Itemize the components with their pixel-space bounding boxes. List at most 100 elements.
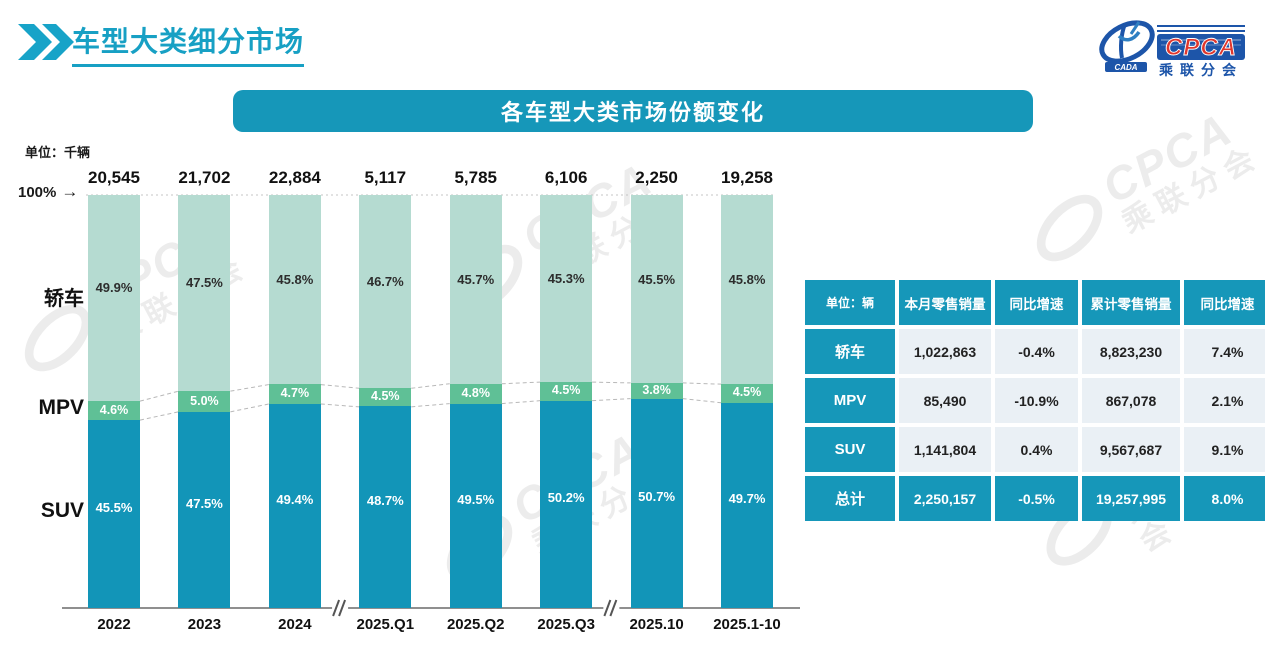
table-cell-SUV-0: 1,141,804 (899, 427, 991, 472)
mpv-pct-2024: 4.7% (280, 385, 310, 400)
segment-mpv-2024 (268, 384, 321, 404)
bar-2025.1-10 (721, 195, 773, 608)
table-col-header-1: 同比增速 (995, 280, 1078, 325)
axis-100-percent-label: 100% → (18, 182, 79, 201)
segment-suv-2025.Q3 (540, 400, 593, 608)
suv-pct-2025.10: 50.7% (638, 489, 676, 505)
bar-2025.Q2 (449, 195, 502, 608)
bar-total-2025.Q2: 5,785 (454, 168, 497, 187)
segment-sedan-2025.1-10 (721, 195, 773, 385)
bar-2025.10 (630, 195, 683, 608)
table-cell-总计-3: 8.0% (1184, 476, 1265, 521)
table-cell-SUV-3: 9.1% (1184, 427, 1265, 472)
segment-sedan-2025.10 (630, 195, 683, 383)
table-cell-轿车-3: 7.4% (1184, 329, 1265, 374)
bar-total-2025.Q3: 6,106 (544, 168, 588, 187)
table-cell-MPV-3: 2.1% (1184, 378, 1265, 423)
segment-mpv-2022 (88, 401, 140, 421)
double-chevron-icon (18, 24, 74, 60)
suv-pct-2025.Q2: 49.5% (457, 491, 495, 507)
x-tick-label-2024: 2024 (278, 616, 312, 633)
bar-total-2023: 21,702 (178, 168, 231, 187)
category-label-mpv: MPV (38, 396, 84, 419)
segment-mpv-2025.1-10 (721, 384, 773, 403)
svg-text:CPCA: CPCA (1165, 34, 1237, 61)
sedan-pct-2023: 47.5% (185, 275, 223, 291)
suv-pct-2022: 45.5% (95, 500, 133, 516)
arrow-right-icon: → (61, 182, 79, 201)
table-cell-SUV-2: 9,567,687 (1082, 427, 1180, 472)
category-label-sedan: 轿车 (44, 288, 84, 310)
segment-sedan-2024 (268, 195, 321, 385)
svg-text:乘联分会: 乘联分会 (1158, 62, 1243, 78)
table-row-label-总计: 总计 (805, 476, 895, 521)
mpv-pct-2025.Q2: 4.8% (461, 385, 490, 400)
axis-break-icon (332, 606, 349, 610)
mpv-pct-2022: 4.6% (99, 402, 129, 417)
cpca-logo-wordmark: CPCA 乘联分会 (1157, 25, 1245, 78)
suv-pct-2025.Q3: 50.2% (547, 490, 585, 506)
segment-sedan-2025.Q2 (449, 195, 502, 384)
mpv-pct-2023: 5.0% (190, 393, 219, 408)
header: 车型大类细分市场 CADA CPCA 乘联分会 (0, 0, 1265, 86)
x-tick-label-2025.10: 2025.10 (629, 616, 684, 633)
cpca-watermark-ellipse-icon (1024, 182, 1115, 274)
x-tick-label-2023: 2023 (187, 616, 222, 633)
table-cell-MPV-0: 85,490 (899, 378, 991, 423)
bar-2024 (268, 195, 321, 608)
segment-suv-2023 (178, 411, 231, 608)
bar-2025.Q3 (540, 195, 593, 608)
chart-title-banner: 各车型大类市场份额变化 (233, 90, 1033, 132)
table-cell-总计-1: -0.5% (995, 476, 1078, 521)
mpv-pct-2025.1-10: 4.5% (732, 385, 762, 400)
segment-mpv-2025.Q1 (359, 387, 412, 407)
x-tick-label-2025.Q1: 2025.Q1 (356, 616, 415, 633)
bar-total-2025.10: 2,250 (635, 168, 678, 187)
table-cell-轿车-1: -0.4% (995, 329, 1078, 374)
x-tick-label-2025.1-10: 2025.1-10 (713, 616, 781, 633)
table-row-label-轿车: 轿车 (805, 329, 895, 374)
bar-2023 (178, 195, 231, 608)
chart-title: 各车型大类市场份额变化 (500, 100, 765, 125)
segment-suv-2025.Q2 (449, 403, 502, 608)
table-cell-轿车-0: 1,022,863 (899, 329, 991, 374)
cpca-logo-emblem-icon: CADA (1099, 20, 1155, 72)
sedan-pct-2025.Q3: 45.3% (547, 271, 585, 287)
table-unit-header: 单位：辆 (805, 280, 895, 325)
bar-2022 (88, 195, 140, 608)
table-col-header-2: 累计零售销量 (1082, 280, 1180, 325)
segment-suv-2025.10 (630, 398, 683, 608)
chart-unit-label: 单位：千辆 (25, 145, 91, 160)
svg-text:CADA: CADA (1114, 63, 1137, 72)
table-row-label-MPV: MPV (805, 378, 895, 423)
segment-sedan-2022 (88, 195, 140, 402)
bar-total-2022: 20,545 (88, 168, 140, 187)
table-cell-MPV-1: -10.9% (995, 378, 1078, 423)
segment-mpv-2025.Q3 (540, 382, 593, 401)
segment-sedan-2023 (178, 195, 231, 392)
table-cell-MPV-2: 867,078 (1082, 378, 1180, 423)
segment-sedan-2025.Q3 (540, 195, 593, 383)
bar-total-2025.Q1: 5,117 (364, 168, 407, 187)
sedan-pct-2025.1-10: 45.8% (728, 272, 766, 288)
bar-total-2024: 22,884 (268, 168, 321, 187)
x-tick-label-2022: 2022 (97, 616, 131, 633)
segment-suv-2022 (88, 420, 140, 608)
page-title: 车型大类细分市场 (72, 20, 305, 67)
axis-break-icon (603, 606, 620, 610)
segment-mpv-2025.10 (630, 382, 683, 399)
table-col-header-3: 同比增速 (1184, 280, 1265, 325)
suv-pct-2024: 49.4% (276, 491, 314, 507)
sedan-pct-2025.Q1: 46.7% (366, 273, 404, 289)
segment-mpv-2025.Q2 (449, 383, 502, 404)
segment-suv-2025.1-10 (721, 402, 773, 608)
mpv-pct-2025.10: 3.8% (642, 382, 671, 397)
suv-pct-2023: 47.5% (185, 495, 223, 511)
segment-sedan-2025.Q1 (359, 195, 412, 388)
table-cell-总计-0: 2,250,157 (899, 476, 991, 521)
table-cell-轿车-2: 8,823,230 (1082, 329, 1180, 374)
suv-pct-2025.Q1: 48.7% (366, 493, 404, 509)
table-col-header-0: 本月零售销量 (899, 280, 991, 325)
sedan-pct-2024: 45.8% (276, 272, 314, 288)
